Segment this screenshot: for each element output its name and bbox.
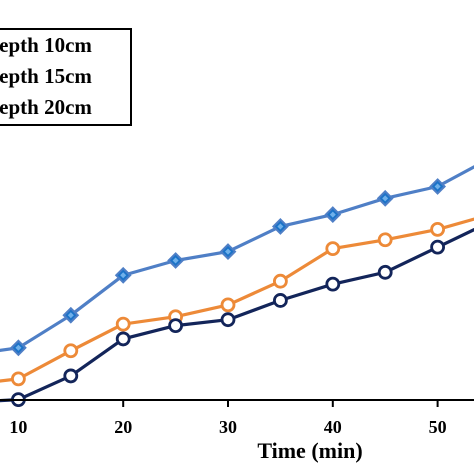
data-point-depth-15cm [115,316,131,332]
legend-label-depth-20cm: Depth 20cm [0,95,92,119]
data-point-depth-15cm [272,273,288,289]
series-line-depth-15cm [0,217,474,383]
legend-label-depth-15cm: Depth 15cm [0,64,92,88]
data-point-highlight-depth-10cm [67,312,74,319]
data-point-depth-20cm [115,331,131,347]
data-point-depth-20cm [168,318,184,334]
x-tick-label: 50 [429,417,447,437]
data-point-highlight-depth-10cm [434,183,441,190]
plot-area: 10 20 30 40 50 [0,165,474,437]
data-point-depth-15cm [325,241,341,257]
data-point-depth-15cm [63,343,79,359]
data-point-highlight-depth-10cm [15,344,22,351]
data-point-depth-20cm [63,368,79,384]
data-point-highlight-depth-10cm [225,248,231,255]
data-point-depth-15cm [10,371,26,387]
data-point-depth-20cm [220,312,236,328]
data-point-highlight-depth-10cm [172,257,179,264]
data-point-depth-20cm [377,264,393,280]
series-line-depth-10cm [0,165,474,353]
data-point-depth-20cm [272,293,288,308]
legend-label-depth-10cm: Depth 10cm [0,33,92,57]
data-point-depth-15cm [220,297,236,313]
data-point-depth-15cm [377,232,393,248]
legend-box [0,28,132,126]
x-tick-label: 10 [9,417,27,437]
data-point-highlight-depth-10cm [120,272,127,279]
data-point-highlight-depth-10cm [382,195,389,202]
data-point-depth-20cm [325,276,341,292]
x-tick-label: 40 [324,417,342,437]
x-axis-title: Time (min) [257,438,362,463]
x-tick-label: 20 [114,417,132,437]
x-tick-label: 30 [219,417,237,437]
data-point-highlight-depth-10cm [277,223,284,230]
legend: Depth 10cm Depth 15cm Depth 20cm [0,28,132,126]
data-point-highlight-depth-10cm [329,211,336,218]
data-point-depth-15cm [430,221,446,237]
data-point-depth-20cm [430,239,446,255]
